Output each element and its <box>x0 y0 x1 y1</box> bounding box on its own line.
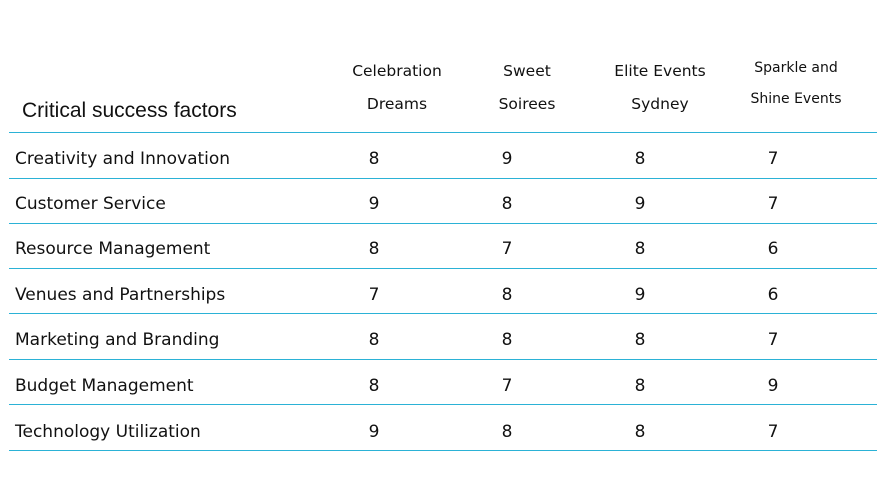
table-cell: 7 <box>767 330 779 350</box>
table-cell: 8 <box>368 149 380 169</box>
table-cell: 8 <box>501 422 513 442</box>
column-header-elite-events-sydney: Elite Events Sydney <box>600 55 720 121</box>
table-cell: 9 <box>368 422 380 442</box>
table-cell: 7 <box>767 422 779 442</box>
row-label: Technology Utilization <box>15 422 201 442</box>
table-cell: 6 <box>767 285 779 305</box>
table-cell: 8 <box>368 239 380 259</box>
row-label: Resource Management <box>15 239 211 259</box>
column-header-line: Sparkle and <box>754 60 838 76</box>
row-label: Marketing and Branding <box>15 330 220 350</box>
column-header-line: Dreams <box>366 95 428 113</box>
column-header-line: Sydney <box>631 95 689 113</box>
column-header-line: Sweet <box>503 62 551 80</box>
row-divider <box>9 404 877 405</box>
row-label: Venues and Partnerships <box>15 285 226 305</box>
table-cell: 8 <box>368 376 380 396</box>
table-cell: 7 <box>767 194 779 214</box>
column-header-sweet-soirees: Sweet Soirees <box>477 55 577 121</box>
row-divider <box>9 359 877 360</box>
table-cell: 8 <box>501 285 513 305</box>
table-cell: 9 <box>368 194 380 214</box>
table-cell: 8 <box>634 330 646 350</box>
row-divider <box>9 313 877 314</box>
table-cell: 8 <box>634 239 646 259</box>
table-cell: 7 <box>501 239 513 259</box>
row-label: Customer Service <box>15 194 166 214</box>
table-cell: 8 <box>634 149 646 169</box>
table-cell: 9 <box>767 376 779 396</box>
header-divider <box>9 132 877 133</box>
column-header-sparkle-and-shine-events: Sparkle and Shine Events <box>736 53 856 115</box>
table-cell: 8 <box>368 330 380 350</box>
table-cell: 7 <box>767 149 779 169</box>
table-cell: 7 <box>368 285 380 305</box>
table-cell: 9 <box>634 194 646 214</box>
row-label: Creativity and Innovation <box>15 149 231 169</box>
column-header-line: Celebration <box>352 62 442 80</box>
table-cell: 8 <box>634 376 646 396</box>
table-cell: 8 <box>501 330 513 350</box>
table-cell: 9 <box>634 285 646 305</box>
table-cell: 6 <box>767 239 779 259</box>
table-cell: 7 <box>501 376 513 396</box>
column-header-celebration-dreams: Celebration Dreams <box>337 55 457 121</box>
column-header-line: Shine Events <box>750 91 842 107</box>
row-label: Budget Management <box>15 376 194 396</box>
row-divider <box>9 268 877 269</box>
table-title: Critical success factors <box>22 99 237 122</box>
table-cell: 8 <box>501 194 513 214</box>
table-cell: 8 <box>634 422 646 442</box>
row-divider <box>9 223 877 224</box>
row-divider <box>9 450 877 451</box>
column-header-line: Soirees <box>498 95 556 113</box>
row-divider <box>9 178 877 179</box>
table-cell: 9 <box>501 149 513 169</box>
column-header-line: Elite Events <box>614 62 706 80</box>
